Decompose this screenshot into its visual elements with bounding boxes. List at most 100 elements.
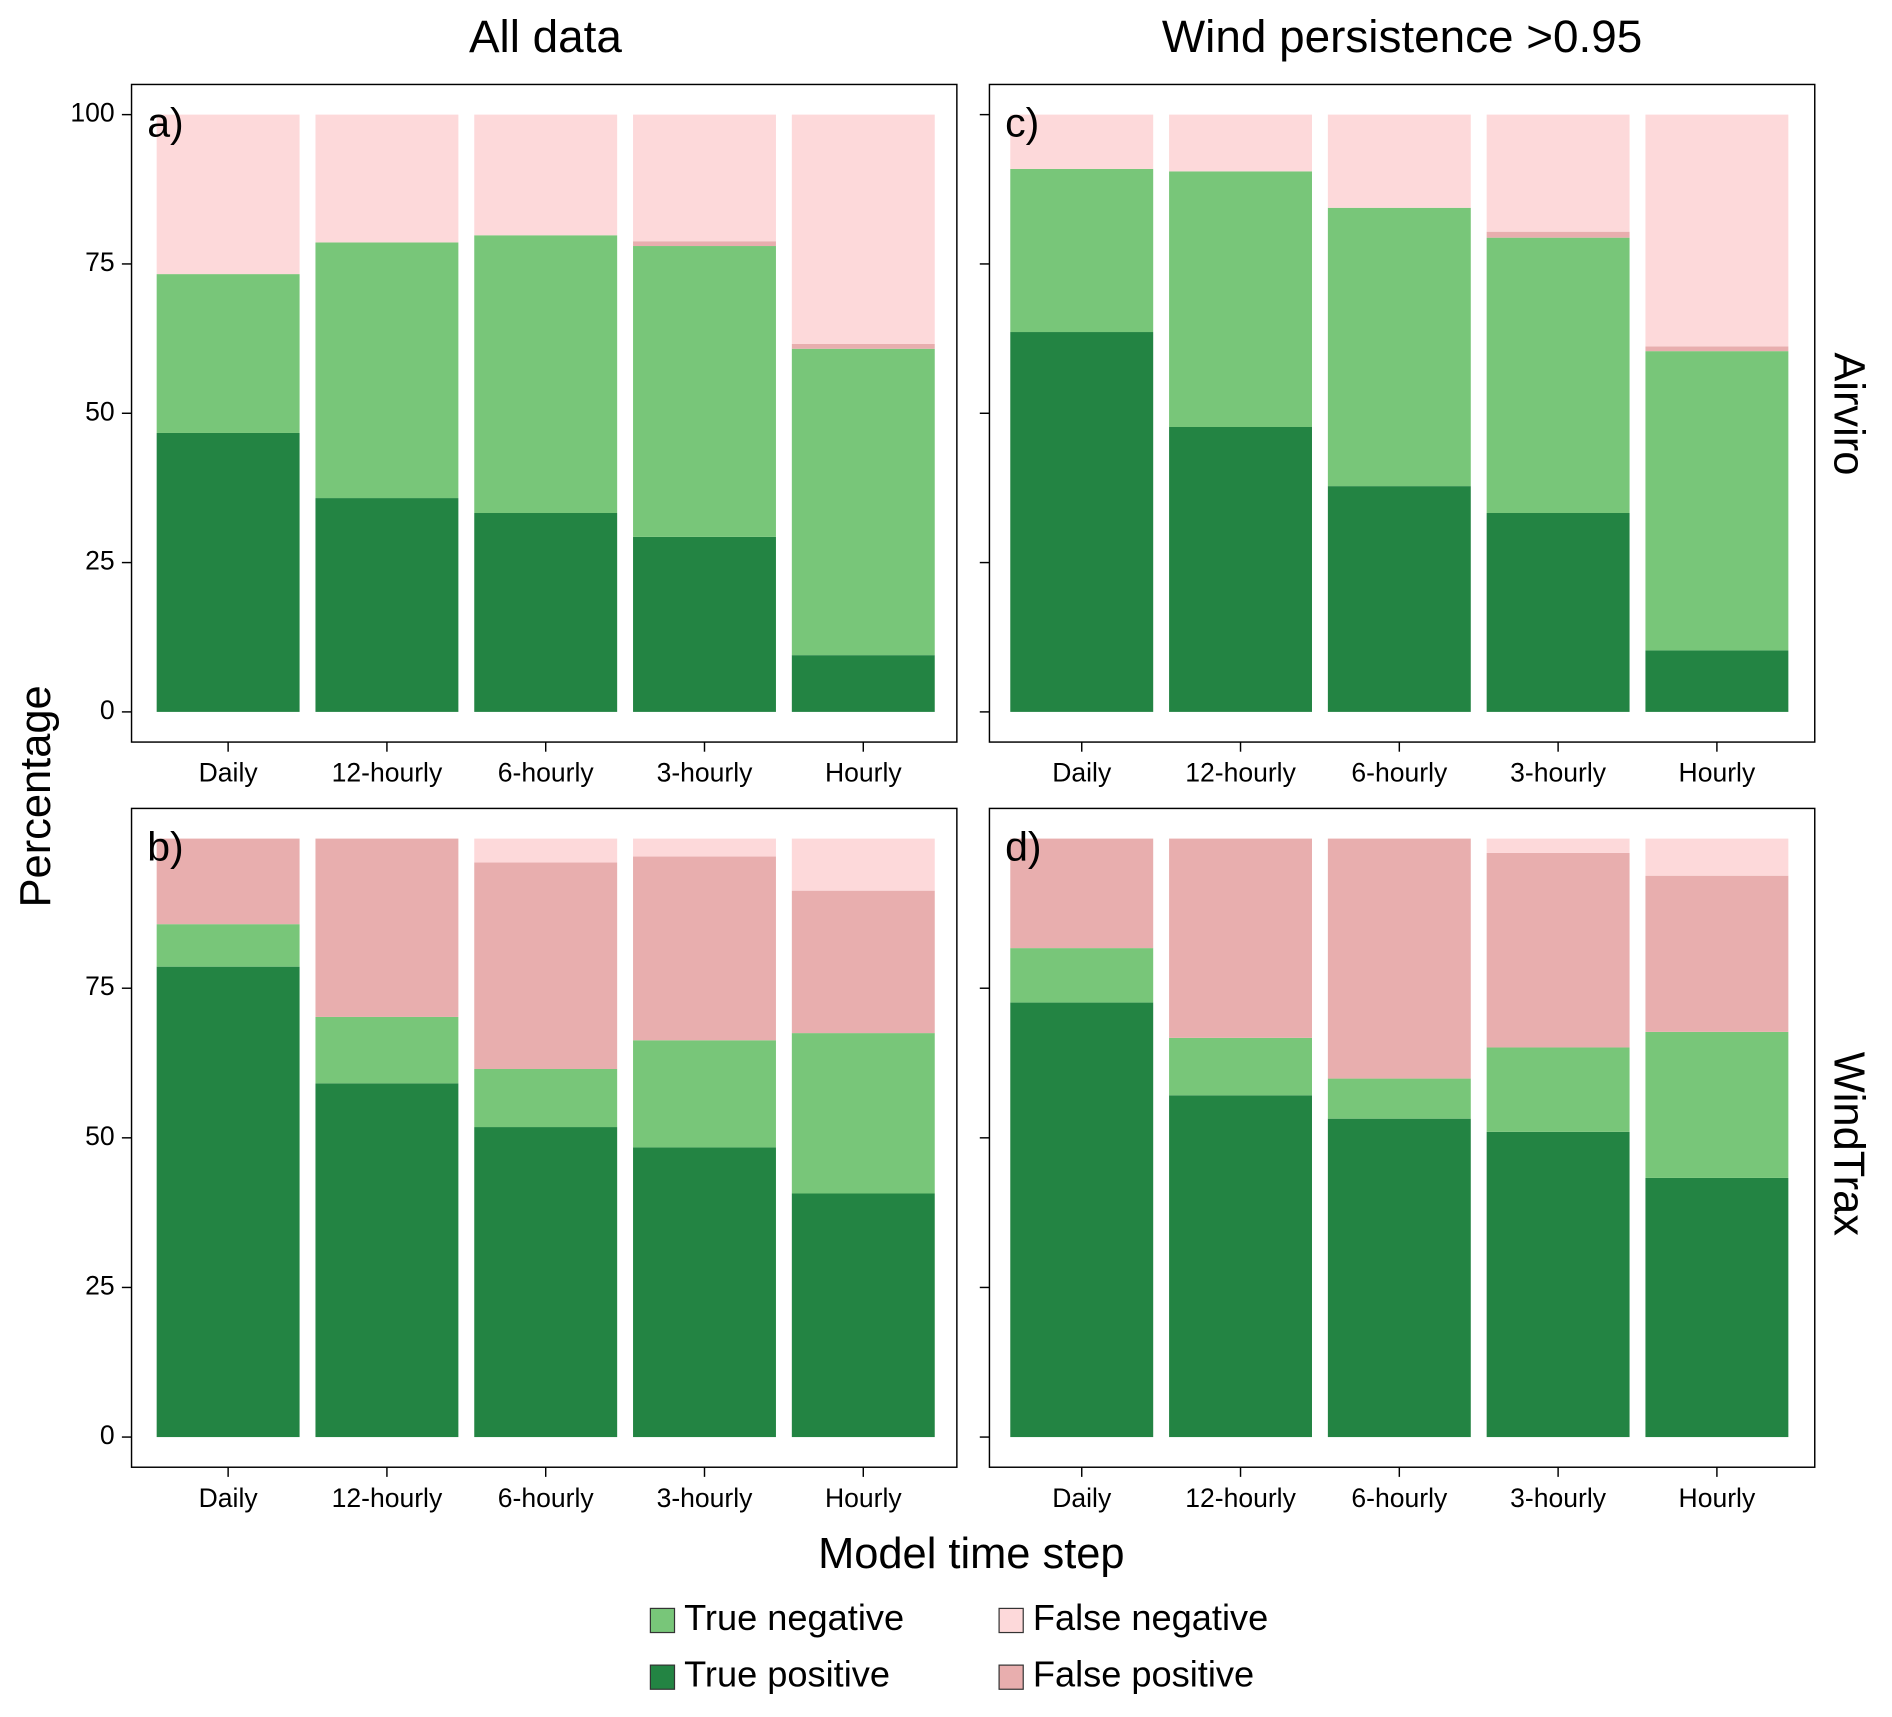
x-tick-label: Daily [199, 758, 259, 788]
x-tick-label: Daily [199, 1483, 259, 1513]
bar-segment [315, 1083, 459, 1438]
bar-segment [633, 241, 776, 247]
bar-segment [791, 655, 935, 712]
y-tick-label: 25 [85, 1270, 115, 1300]
bar-segment [1010, 332, 1154, 712]
bar-segment [315, 838, 459, 1017]
bar-segment [1486, 231, 1630, 238]
bar-segment [315, 242, 459, 499]
bar-segment [633, 536, 776, 712]
x-tick-label: Hourly [1679, 758, 1756, 788]
x-tick-label: 3-hourly [657, 1483, 754, 1513]
bar-segment [315, 498, 459, 712]
bar-segment [1486, 838, 1630, 853]
x-axis-title: Model time step [818, 1530, 1125, 1578]
x-tick-label: 6-hourly [498, 758, 595, 788]
x-tick-label: Daily [1052, 1483, 1112, 1513]
x-tick-label: Hourly [825, 1483, 902, 1513]
bar-segment [633, 246, 776, 537]
bar-segment [791, 343, 935, 349]
legend-label: True negative [684, 1597, 904, 1638]
bar-segment [1486, 1047, 1630, 1132]
bar-segment [791, 838, 935, 891]
y-tick-label: 50 [85, 396, 115, 426]
x-tick-label: 6-hourly [1351, 758, 1448, 788]
bar-segment [1169, 1095, 1312, 1438]
bar-segment [474, 1069, 618, 1128]
bar-segment [1645, 1031, 1789, 1178]
bar-segment [1645, 650, 1789, 712]
bar-segment [156, 924, 300, 967]
y-tick-label: 75 [85, 971, 115, 1001]
panel-label: b) [147, 823, 183, 869]
bar-segment [315, 1016, 459, 1084]
x-tick-label: 12-hourly [332, 1483, 443, 1513]
bar-segment [1010, 948, 1154, 1003]
legend-label: True positive [684, 1654, 890, 1695]
bar-segment [633, 838, 776, 857]
bar-segment [474, 235, 618, 514]
bar-segment [791, 1193, 935, 1438]
bar-segment [791, 348, 935, 656]
bar-segment [633, 1040, 776, 1148]
bar-segment [1169, 838, 1312, 1038]
bar-segment [633, 856, 776, 1041]
bar-segment [1010, 114, 1154, 169]
bar-segment [1010, 1002, 1154, 1438]
bar-segment [1327, 207, 1471, 487]
x-tick-label: Daily [1052, 758, 1112, 788]
bar-segment [791, 114, 935, 344]
bar-segment [474, 513, 618, 712]
bar-segment [791, 1033, 935, 1194]
bar-segment [474, 838, 618, 863]
legend-swatch [649, 1607, 676, 1634]
bar-segment [1010, 168, 1154, 333]
x-tick-label: 12-hourly [1185, 758, 1296, 788]
bar-segment [1645, 351, 1789, 651]
bar-segment [1486, 114, 1630, 232]
bar-segment [474, 1127, 618, 1438]
column-title: Wind persistence >0.95 [1162, 10, 1642, 62]
bar-segment [1327, 1118, 1471, 1438]
bar-segment [633, 1147, 776, 1438]
bar-segment [156, 838, 300, 925]
legend-label: False positive [1033, 1654, 1254, 1695]
bar-segment [1486, 513, 1630, 712]
x-tick-label: Hourly [1679, 1483, 1756, 1513]
x-tick-label: 12-hourly [332, 758, 443, 788]
bar-segment [1486, 852, 1630, 1048]
panel-label: d) [1005, 823, 1041, 869]
bar-segment [1645, 875, 1789, 1032]
bar-segment [1169, 426, 1312, 712]
bar-segment [1486, 237, 1630, 514]
y-tick-label: 50 [85, 1121, 115, 1151]
bar-segment [1645, 838, 1789, 876]
x-tick-label: 6-hourly [1351, 1483, 1448, 1513]
x-tick-label: Hourly [825, 758, 902, 788]
bar-segment [315, 114, 459, 243]
row-title: WindTrax [1825, 1052, 1873, 1236]
y-tick-label: 0 [100, 695, 115, 725]
y-tick-label: 0 [100, 1420, 115, 1450]
bar-segment [1327, 114, 1471, 208]
y-axis-title: Percentage [12, 685, 60, 907]
bar-segment [156, 966, 300, 1438]
bar-segment [1169, 1037, 1312, 1096]
bar-segment [633, 114, 776, 242]
bar-segment [1486, 1131, 1630, 1438]
bar-segment [156, 114, 300, 275]
bar-segment [1327, 486, 1471, 712]
bar-segment [1010, 838, 1154, 949]
legend-swatch [998, 1607, 1024, 1634]
x-tick-label: 6-hourly [498, 1483, 595, 1513]
bar-segment [1169, 114, 1312, 172]
y-tick-label: 25 [85, 546, 115, 576]
bar-segment [1645, 114, 1789, 347]
bar-segment [791, 890, 935, 1034]
x-tick-label: 12-hourly [1185, 1483, 1296, 1513]
bar-segment [1327, 838, 1471, 1079]
bar-segment [1645, 1177, 1789, 1438]
bar-segment [1645, 346, 1789, 352]
bar-segment [156, 274, 300, 433]
